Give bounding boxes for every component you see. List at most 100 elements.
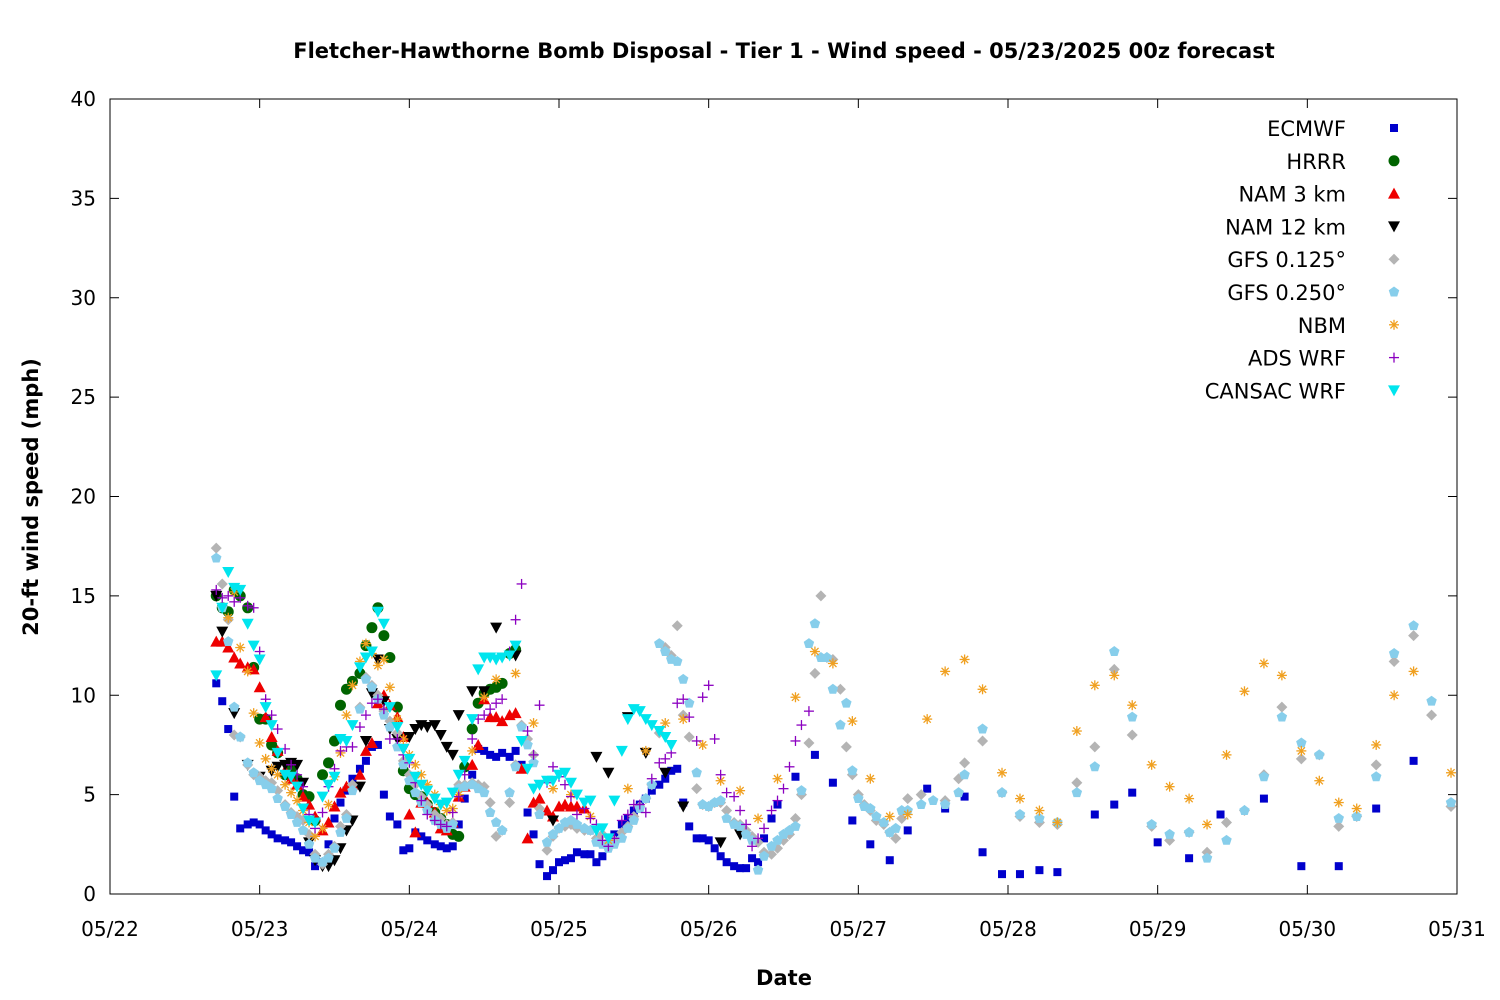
data-point-cansac-wrf <box>665 739 678 751</box>
data-point-cansac-wrf <box>458 755 471 767</box>
data-point-ecmwf <box>655 780 664 789</box>
data-point-nbm <box>1408 666 1419 677</box>
data-point-gfs-0-125 <box>1126 729 1138 741</box>
data-point-cansac-wrf <box>472 664 485 676</box>
data-point-nbm <box>1333 797 1344 808</box>
data-point-nbm <box>1071 726 1082 737</box>
data-point-ecmwf <box>828 778 837 787</box>
data-point-cansac-wrf <box>602 833 615 845</box>
data-point-ads-wrf <box>416 795 427 806</box>
data-point-gfs-0-250 <box>323 852 334 863</box>
data-point-ecmwf <box>1015 870 1024 879</box>
y-axis-label: 20-ft wind speed (mph) <box>19 358 43 636</box>
data-point-ads-wrf <box>796 720 807 731</box>
data-point-nbm <box>1371 739 1382 750</box>
data-point-nbm <box>678 714 689 725</box>
data-point-gfs-0-250 <box>977 723 988 734</box>
data-point-ads-wrf <box>479 710 490 721</box>
data-point-ecmwf <box>448 842 457 851</box>
data-point-gfs-0-250 <box>654 638 665 649</box>
data-point-ads-wrf <box>646 773 657 784</box>
data-point-gfs-0-250 <box>272 793 283 804</box>
data-point-ecmwf <box>1128 788 1137 797</box>
data-point-ads-wrf <box>217 592 228 603</box>
data-point-gfs-0-250 <box>803 638 815 649</box>
data-point-gfs-0-125 <box>1276 701 1288 713</box>
data-point-cansac-wrf <box>210 670 223 682</box>
data-point-cansac-wrf <box>265 720 278 732</box>
data-point-ecmwf <box>423 836 432 845</box>
axis-ticks: 05/22 05/23 05/24 05/25 05/26 05/27 05/28 05/29… <box>71 87 1486 941</box>
data-point-cansac-wrf <box>253 654 266 666</box>
data-point-cansac-wrf <box>452 769 465 781</box>
data-point-ecmwf <box>1297 862 1306 871</box>
data-point-nam-3-km <box>521 832 534 844</box>
data-point-ads-wrf <box>715 769 726 780</box>
data-point-cansac-wrf <box>509 640 522 652</box>
data-point-nam-12-km <box>434 730 447 741</box>
data-point-nbm <box>360 638 371 649</box>
data-point-ads-wrf <box>759 823 770 834</box>
data-point-nbm <box>959 654 970 665</box>
data-point-nbm <box>1239 686 1250 697</box>
data-point-nam-12-km <box>478 686 491 698</box>
data-point-ecmwf <box>385 812 394 821</box>
data-point-gfs-0-250 <box>1014 809 1026 819</box>
data-point-ecmwf <box>1053 868 1062 877</box>
data-point-gfs-0-250 <box>571 818 583 829</box>
data-point-gfs-0-250 <box>1239 805 1250 815</box>
data-point-ads-wrf <box>672 698 683 709</box>
data-point-gfs-0-250 <box>360 673 372 684</box>
data-point-nbm <box>347 680 358 691</box>
data-point-gfs-0-250 <box>672 655 683 666</box>
data-point-ads-wrf <box>571 809 582 820</box>
data-point-cansac-wrf <box>383 702 396 714</box>
data-point-gfs-0-250 <box>266 783 277 794</box>
y-tick-label: 10 <box>71 683 96 707</box>
data-point-cansac-wrf <box>403 753 416 765</box>
legend-marker-hrrr <box>1388 155 1400 167</box>
data-point-ads-wrf <box>616 815 627 826</box>
data-point-gfs-0-250 <box>285 809 297 819</box>
data-point-ads-wrf <box>660 753 671 764</box>
data-point-ecmwf <box>287 838 296 847</box>
data-point-gfs-0-125 <box>1089 741 1101 753</box>
data-point-ecmwf <box>1110 800 1119 809</box>
data-point-nbm <box>902 809 913 820</box>
data-point-ads-wrf <box>790 735 801 746</box>
data-point-nam-12-km <box>659 767 672 779</box>
data-point-cansac-wrf <box>421 785 434 797</box>
data-point-nam-3-km <box>297 790 310 802</box>
data-point-gfs-0-250 <box>297 824 309 835</box>
data-point-nbm <box>940 666 951 677</box>
data-point-gfs-0-125 <box>959 757 971 769</box>
y-tick-label: 30 <box>71 286 96 310</box>
data-point-ecmwf <box>673 764 682 773</box>
data-point-gfs-0-250 <box>1370 771 1382 782</box>
data-point-nbm <box>235 642 246 653</box>
data-point-nam-3-km <box>496 715 509 727</box>
data-point-nbm <box>467 745 478 756</box>
data-point-gfs-0-250 <box>622 822 634 833</box>
data-point-nbm <box>248 708 259 719</box>
data-point-gfs-0-125 <box>1370 759 1382 771</box>
data-point-ecmwf <box>549 866 558 875</box>
data-point-nbm <box>715 775 726 786</box>
data-point-gfs-0-125 <box>1388 655 1400 667</box>
data-point-nam-12-km <box>547 815 560 827</box>
data-point-nbm <box>272 769 283 780</box>
data-point-ecmwf <box>1185 854 1194 863</box>
data-point-ads-wrf <box>753 833 764 844</box>
data-point-ecmwf <box>560 856 569 865</box>
data-point-ecmwf <box>1090 810 1099 819</box>
data-point-nbm <box>697 739 708 750</box>
data-point-ecmwf <box>760 834 769 843</box>
data-point-nbm <box>1389 690 1400 701</box>
legend: ECMWF HRRR NAM 3 km NAM 12 km GFS 0.125° GFS … <box>1205 117 1400 403</box>
data-point-nbm <box>1202 819 1213 830</box>
data-point-ecmwf <box>580 850 589 859</box>
data-point-gfs-0-250 <box>541 836 553 847</box>
data-point-nbm <box>242 666 253 677</box>
data-point-ads-wrf <box>778 783 789 794</box>
